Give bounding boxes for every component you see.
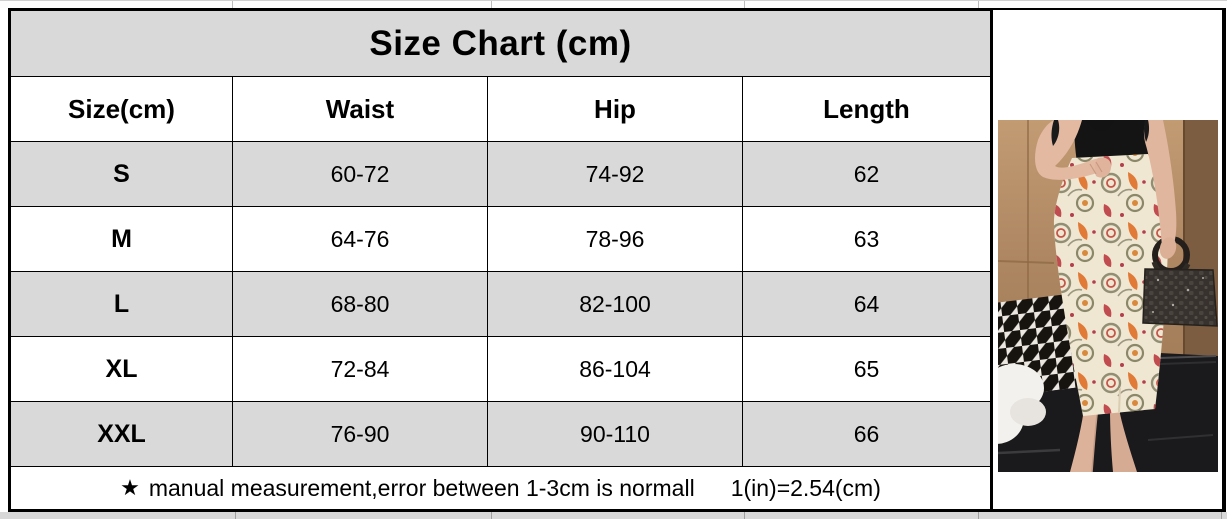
waist-value: 60-72 <box>233 142 488 206</box>
table-row-xl: XL 72-84 86-104 65 <box>11 337 990 402</box>
table-row-s: S 60-72 74-92 62 <box>11 142 990 207</box>
spreadsheet-edge-top <box>0 0 1227 9</box>
hip-value: 82-100 <box>488 272 743 336</box>
chart-title: Size Chart (cm) <box>369 23 632 63</box>
grid-line <box>978 1 979 9</box>
waist-value: 72-84 <box>233 337 488 401</box>
table-title-row: Size Chart (cm) <box>11 11 990 77</box>
grid-line <box>491 512 492 519</box>
waist-value: 64-76 <box>233 207 488 271</box>
product-photo <box>998 120 1218 472</box>
hip-value: 74-92 <box>488 142 743 206</box>
size-label: S <box>11 142 233 206</box>
unit-conversion-note: 1(in)=2.54(cm) <box>730 474 881 501</box>
measurement-note-row: ★ manual measurement,error between 1-3cm… <box>11 467 990 509</box>
length-value: 64 <box>853 290 880 317</box>
table-row-l: L 68-80 82-100 64 <box>11 272 990 337</box>
grid-line <box>235 512 236 519</box>
grid-line <box>978 512 979 519</box>
grid-line <box>232 1 233 9</box>
header-hip: Hip <box>488 77 743 141</box>
grid-line <box>744 1 745 9</box>
length-value: 63 <box>853 225 880 252</box>
size-label: L <box>11 272 233 336</box>
header-size: Size(cm) <box>11 77 233 141</box>
spreadsheet-edge-bottom <box>0 512 1227 519</box>
waist-value: 68-80 <box>233 272 488 336</box>
grid-line <box>1221 512 1222 519</box>
header-waist: Waist <box>233 77 488 141</box>
hip-value: 86-104 <box>488 337 743 401</box>
waist-value: 76-90 <box>233 402 488 466</box>
grid-line <box>491 1 492 9</box>
size-chart-table: Size Chart (cm) Size(cm) Waist Hip Lengt… <box>8 8 993 512</box>
grid-line <box>744 512 745 519</box>
table-row-m: M 64-76 78-96 63 <box>11 207 990 272</box>
length-value: 62 <box>853 160 880 187</box>
length-value: 65 <box>853 355 880 382</box>
hip-value: 78-96 <box>488 207 743 271</box>
star-icon: ★ <box>120 475 140 500</box>
size-label: M <box>11 207 233 271</box>
table-header-row: Size(cm) Waist Hip Length <box>11 77 990 142</box>
header-length: Length <box>823 93 910 124</box>
size-label: XXL <box>11 402 233 466</box>
product-photo-panel <box>993 8 1226 512</box>
hip-value: 90-110 <box>488 402 743 466</box>
table-row-xxl: XXL 76-90 90-110 66 <box>11 402 990 467</box>
size-label: XL <box>11 337 233 401</box>
measurement-note: manual measurement,error between 1-3cm i… <box>148 474 695 501</box>
length-value: 66 <box>853 420 880 447</box>
